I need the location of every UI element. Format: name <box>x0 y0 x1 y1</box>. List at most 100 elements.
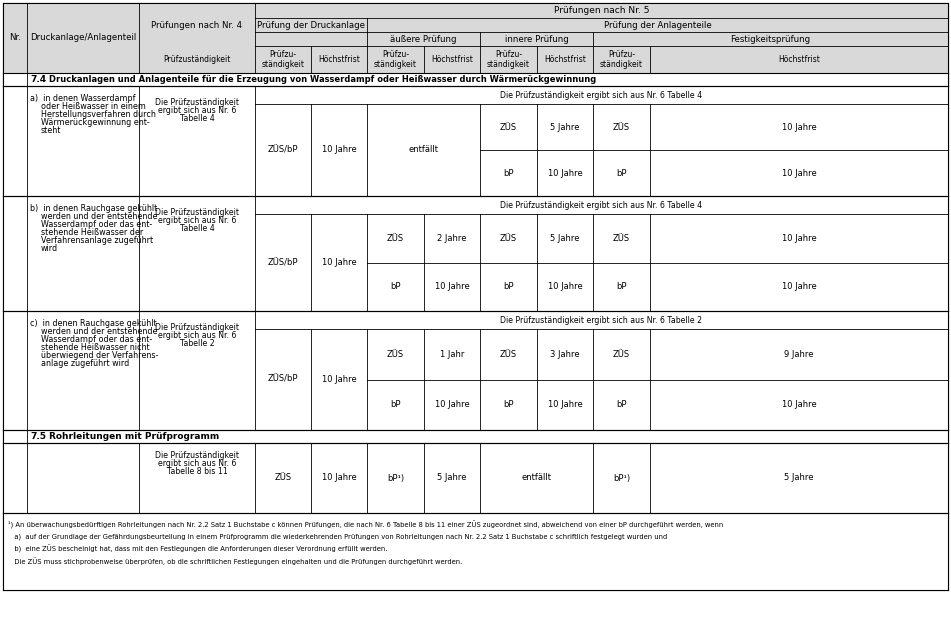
Bar <box>3 311 948 430</box>
Text: werden und der entstehende: werden und der entstehende <box>41 212 158 221</box>
Text: Druckanlage/Anlagenteil: Druckanlage/Anlagenteil <box>29 33 136 43</box>
Text: ¹) An überwachungsbedürftigen Rohrleitungen nach Nr. 2.2 Satz 1 Buchstabe c könn: ¹) An überwachungsbedürftigen Rohrleitun… <box>8 521 724 529</box>
Text: Prüfung der Druckanlage: Prüfung der Druckanlage <box>257 20 365 29</box>
Text: werden und der entstehende: werden und der entstehende <box>41 327 158 336</box>
Text: 10 Jahre: 10 Jahre <box>782 234 816 243</box>
Text: a)  in denen Wasserdampf: a) in denen Wasserdampf <box>30 94 135 103</box>
Text: ZÜS: ZÜS <box>500 350 517 358</box>
Text: 5 Jahre: 5 Jahre <box>551 123 580 132</box>
Text: 7.4: 7.4 <box>30 75 47 84</box>
Text: ZÜS: ZÜS <box>613 234 631 243</box>
Bar <box>3 196 948 311</box>
Text: 10 Jahre: 10 Jahre <box>548 169 582 178</box>
Text: Höchstfrist: Höchstfrist <box>431 55 473 64</box>
Text: Tabelle 2: Tabelle 2 <box>180 339 214 348</box>
Text: 10 Jahre: 10 Jahre <box>548 282 582 291</box>
Bar <box>3 3 948 73</box>
Text: 1 Jahr: 1 Jahr <box>439 350 464 358</box>
Text: bP: bP <box>503 282 514 291</box>
Text: 5 Jahre: 5 Jahre <box>437 473 467 482</box>
Text: bP¹): bP¹) <box>613 473 631 482</box>
Text: ZÜS: ZÜS <box>500 123 517 132</box>
Text: 9 Jahre: 9 Jahre <box>785 350 814 358</box>
Text: a)  auf der Grundlage der Gefährdungsbeurteilung in einem Prüfprogramm die wiede: a) auf der Grundlage der Gefährdungsbeur… <box>8 533 668 539</box>
Text: Prüfzu-
ständigkeit: Prüfzu- ständigkeit <box>600 50 643 69</box>
Text: 5 Jahre: 5 Jahre <box>551 234 580 243</box>
Bar <box>3 86 948 196</box>
Text: äußere Prüfung: äußere Prüfung <box>390 35 456 43</box>
Text: steht: steht <box>41 126 62 135</box>
Text: Prüfzu-
ständigkeit: Prüfzu- ständigkeit <box>374 50 417 69</box>
Text: stehende Heißwasser der: stehende Heißwasser der <box>41 228 144 237</box>
Text: Die Prüfzuständigkeit: Die Prüfzuständigkeit <box>155 451 239 460</box>
Text: 7.5: 7.5 <box>30 432 46 441</box>
Bar <box>255 3 948 18</box>
Text: Die Prüfzuständigkeit ergibt sich aus Nr. 6 Tabelle 2: Die Prüfzuständigkeit ergibt sich aus Nr… <box>500 316 703 325</box>
Text: Festigkeitsprüfung: Festigkeitsprüfung <box>730 35 810 43</box>
Text: ZÜS: ZÜS <box>500 234 517 243</box>
Text: oder Heißwasser in einem: oder Heißwasser in einem <box>41 102 146 111</box>
Text: 10 Jahre: 10 Jahre <box>782 282 816 291</box>
Text: Die Prüfzuständigkeit: Die Prüfzuständigkeit <box>155 323 239 332</box>
Text: ergibt sich aus Nr. 6: ergibt sich aus Nr. 6 <box>158 331 236 340</box>
Text: Verfahrensanlage zugeführt: Verfahrensanlage zugeführt <box>41 236 153 245</box>
Text: entfällt: entfällt <box>521 473 552 482</box>
Text: ergibt sich aus Nr. 6: ergibt sich aus Nr. 6 <box>158 106 236 115</box>
Text: bP: bP <box>616 400 627 409</box>
Bar <box>3 73 948 86</box>
Text: Die ZÜS muss stichprobenweise überprüfen, ob die schriftlichen Festlegungen eing: Die ZÜS muss stichprobenweise überprüfen… <box>8 557 462 565</box>
Text: Prüfungen nach Nr. 5: Prüfungen nach Nr. 5 <box>553 6 650 15</box>
Text: Herstellungsverfahren durch: Herstellungsverfahren durch <box>41 110 156 119</box>
Text: ergibt sich aus Nr. 6: ergibt sich aus Nr. 6 <box>158 216 236 225</box>
Text: ZÜS/bP: ZÜS/bP <box>268 258 299 267</box>
Text: Die Prüfzuständigkeit ergibt sich aus Nr. 6 Tabelle 4: Die Prüfzuständigkeit ergibt sich aus Nr… <box>500 91 703 100</box>
Text: Prüfung der Anlagenteile: Prüfung der Anlagenteile <box>604 20 711 29</box>
Text: 10 Jahre: 10 Jahre <box>435 282 470 291</box>
Text: ZÜS: ZÜS <box>387 234 404 243</box>
Text: Druckanlagen und Anlagenteile für die Erzeugung von Wasserdampf oder Heißwasser : Druckanlagen und Anlagenteile für die Er… <box>49 75 596 84</box>
Text: Nr.: Nr. <box>10 33 21 43</box>
Text: entfällt: entfällt <box>409 146 438 155</box>
Bar <box>3 513 948 590</box>
Text: 10 Jahre: 10 Jahre <box>782 400 816 409</box>
Text: b)  in denen Rauchgase gekühlt: b) in denen Rauchgase gekühlt <box>30 204 157 213</box>
Text: 10 Jahre: 10 Jahre <box>782 169 816 178</box>
Bar <box>3 443 948 513</box>
Text: Rohrleitungen mit Prüfprogramm: Rohrleitungen mit Prüfprogramm <box>49 432 220 441</box>
Text: ZÜS: ZÜS <box>387 350 404 358</box>
Text: 10 Jahre: 10 Jahre <box>782 123 816 132</box>
Text: 2 Jahre: 2 Jahre <box>437 234 467 243</box>
Text: 10 Jahre: 10 Jahre <box>321 473 357 482</box>
Text: stehende Heißwasser nicht: stehende Heißwasser nicht <box>41 343 149 352</box>
Text: Wasserdampf oder das ent-: Wasserdampf oder das ent- <box>41 220 152 229</box>
Text: c)  in denen Rauchgase gekühlt: c) in denen Rauchgase gekühlt <box>30 319 157 328</box>
Text: bP: bP <box>390 282 400 291</box>
Text: ZÜS: ZÜS <box>613 123 631 132</box>
Text: Höchstfrist: Höchstfrist <box>778 55 820 64</box>
Text: Tabelle 4: Tabelle 4 <box>180 224 214 233</box>
Text: Prüfzu-
ständigkeit: Prüfzu- ständigkeit <box>262 50 304 69</box>
Bar <box>3 430 948 443</box>
Text: bP¹): bP¹) <box>387 473 404 482</box>
Text: Prüfungen nach Nr. 4: Prüfungen nach Nr. 4 <box>151 21 243 30</box>
Text: Höchstfrist: Höchstfrist <box>318 55 359 64</box>
Text: anlage zugeführt wird: anlage zugeführt wird <box>41 359 129 368</box>
Text: 3 Jahre: 3 Jahre <box>551 350 580 358</box>
Text: Prüfzuständigkeit: Prüfzuständigkeit <box>164 55 231 64</box>
Text: ZÜS/bP: ZÜS/bP <box>268 375 299 384</box>
Text: bP: bP <box>503 400 514 409</box>
Text: 10 Jahre: 10 Jahre <box>548 400 582 409</box>
Text: ZÜS/bP: ZÜS/bP <box>268 146 299 155</box>
Text: Wasserdampf oder das ent-: Wasserdampf oder das ent- <box>41 335 152 344</box>
Text: ergibt sich aus Nr. 6: ergibt sich aus Nr. 6 <box>158 459 236 468</box>
Text: bP: bP <box>390 400 400 409</box>
Text: Die Prüfzuständigkeit ergibt sich aus Nr. 6 Tabelle 4: Die Prüfzuständigkeit ergibt sich aus Nr… <box>500 201 703 210</box>
Text: 5 Jahre: 5 Jahre <box>785 473 814 482</box>
Text: überwiegend der Verfahrens-: überwiegend der Verfahrens- <box>41 351 159 360</box>
Text: wird: wird <box>41 244 58 253</box>
Text: 10 Jahre: 10 Jahre <box>321 146 357 155</box>
Text: Höchstfrist: Höchstfrist <box>544 55 586 64</box>
Text: Tabelle 4: Tabelle 4 <box>180 114 214 123</box>
Text: 10 Jahre: 10 Jahre <box>321 375 357 384</box>
Text: Tabelle 8 bis 11: Tabelle 8 bis 11 <box>166 467 227 476</box>
